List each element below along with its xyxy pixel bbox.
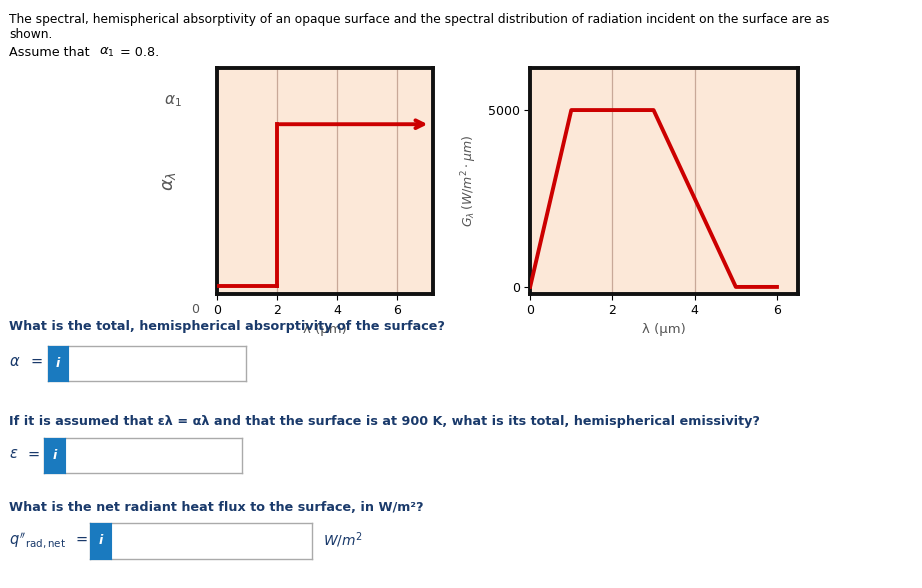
Text: i: i [53,449,56,462]
Y-axis label: $G_\lambda\,(W/m^2 \cdot \mu m)$: $G_\lambda\,(W/m^2 \cdot \mu m)$ [460,135,479,227]
Text: $\alpha_\lambda$: $\alpha_\lambda$ [160,171,178,191]
Text: = 0.8.: = 0.8. [120,46,160,59]
Text: $\alpha_1$: $\alpha_1$ [99,46,114,59]
Text: i: i [99,534,102,547]
X-axis label: λ (μm): λ (μm) [303,323,347,336]
Text: If it is assumed that ελ = αλ and that the surface is at 900 K, what is its tota: If it is assumed that ελ = αλ and that t… [9,415,760,427]
Text: =: = [30,354,42,369]
Text: $\alpha$: $\alpha$ [9,354,20,369]
Text: =: = [28,446,40,462]
Text: What is the net radiant heat flux to the surface, in W/m²?: What is the net radiant heat flux to the… [9,501,424,514]
Text: $W/m^2$: $W/m^2$ [323,530,362,550]
Text: shown.: shown. [9,28,53,41]
Text: $q''_{\rm rad,net}$: $q''_{\rm rad,net}$ [9,530,66,550]
Text: Assume that: Assume that [9,46,94,59]
Text: $\alpha_1$: $\alpha_1$ [164,93,183,109]
Text: =: = [76,532,88,547]
Text: 0: 0 [192,303,199,316]
Text: The spectral, hemispherical absorptivity of an opaque surface and the spectral d: The spectral, hemispherical absorptivity… [9,13,830,26]
Text: $\varepsilon$: $\varepsilon$ [9,446,18,462]
Text: i: i [56,357,60,370]
Text: What is the total, hemispherical absorptivity of the surface?: What is the total, hemispherical absorpt… [9,320,445,333]
X-axis label: λ (μm): λ (μm) [642,323,686,336]
